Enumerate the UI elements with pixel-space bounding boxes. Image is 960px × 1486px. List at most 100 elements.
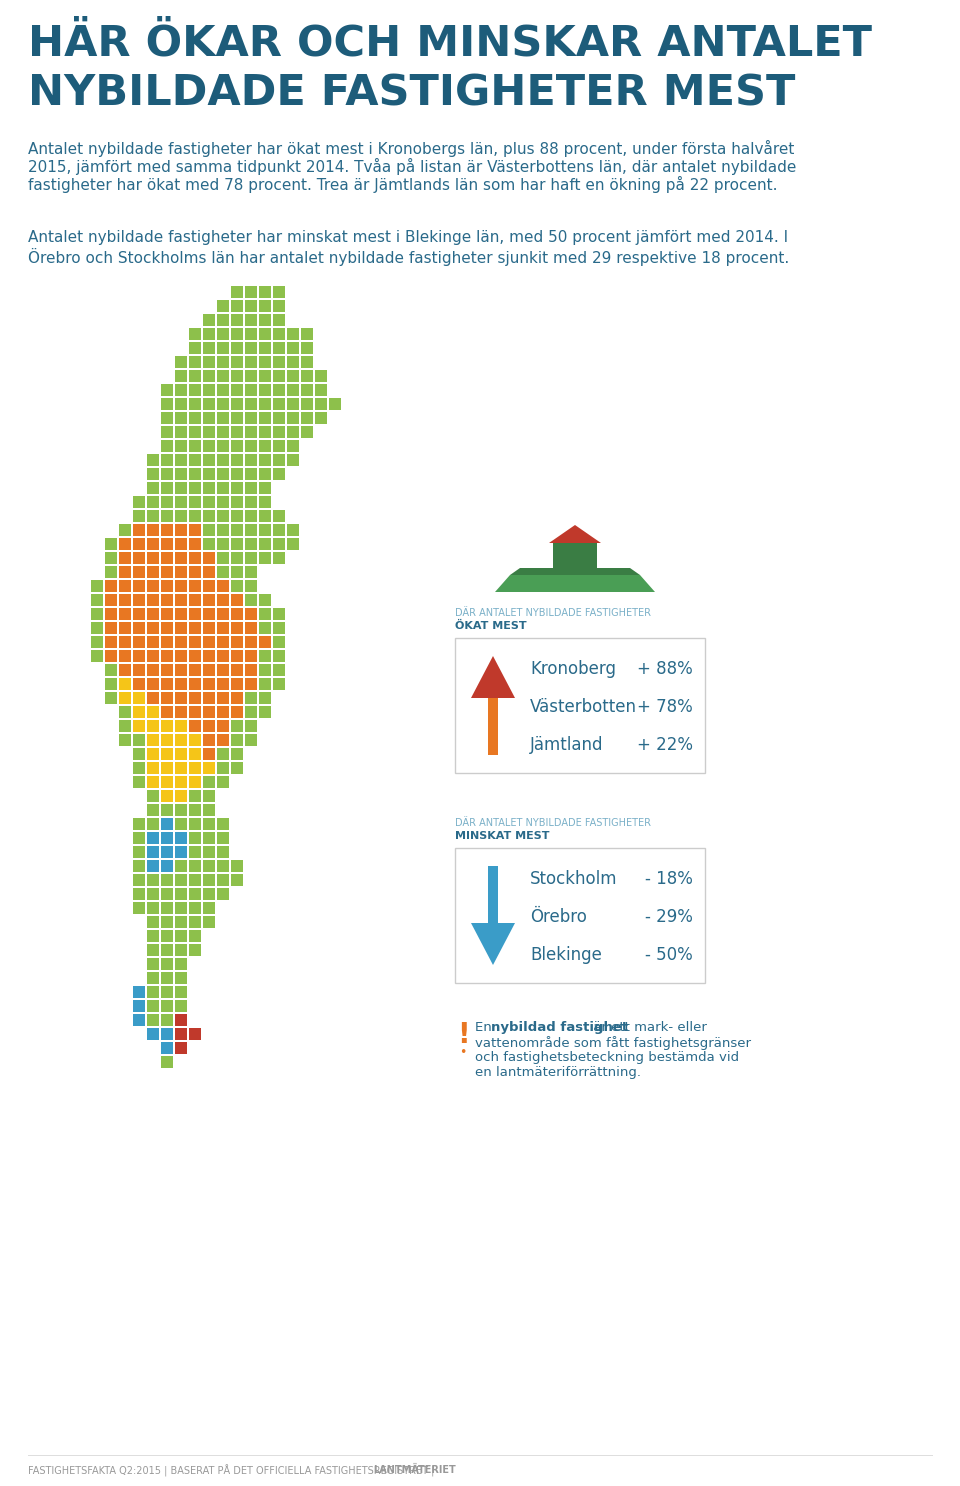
Bar <box>161 398 173 410</box>
Bar <box>203 762 215 774</box>
Bar <box>203 468 215 480</box>
Bar <box>133 623 145 635</box>
Text: •: • <box>459 1046 467 1060</box>
Bar <box>105 608 117 620</box>
Bar <box>189 874 201 886</box>
Bar <box>189 804 201 816</box>
Bar <box>133 874 145 886</box>
Bar <box>189 510 201 522</box>
Bar <box>175 915 187 927</box>
Bar <box>259 300 271 312</box>
Bar <box>105 580 117 591</box>
Bar <box>161 734 173 746</box>
Bar <box>231 874 243 886</box>
Bar <box>231 623 243 635</box>
Bar <box>287 412 299 424</box>
Bar <box>231 594 243 606</box>
Bar <box>217 874 229 886</box>
Bar <box>189 791 201 802</box>
Bar <box>175 608 187 620</box>
Bar <box>203 357 215 369</box>
Bar <box>147 1000 159 1012</box>
Bar <box>203 889 215 901</box>
Bar <box>175 398 187 410</box>
Bar <box>133 832 145 844</box>
Bar <box>147 664 159 676</box>
Bar <box>217 678 229 690</box>
Bar <box>301 370 313 382</box>
Bar <box>217 608 229 620</box>
Bar <box>175 468 187 480</box>
Bar <box>259 664 271 676</box>
Bar <box>217 580 229 591</box>
Bar <box>161 721 173 733</box>
Bar <box>161 496 173 508</box>
Bar <box>147 972 159 984</box>
Bar <box>147 594 159 606</box>
Bar <box>133 551 145 565</box>
Bar <box>245 342 257 354</box>
Bar <box>203 342 215 354</box>
Bar <box>231 455 243 467</box>
Bar <box>133 664 145 676</box>
Bar <box>175 832 187 844</box>
Bar <box>217 832 229 844</box>
Bar <box>105 566 117 578</box>
Bar <box>133 510 145 522</box>
Bar <box>217 706 229 718</box>
Bar <box>245 678 257 690</box>
Bar <box>553 542 597 568</box>
Bar <box>133 721 145 733</box>
Bar <box>189 342 201 354</box>
Bar <box>217 398 229 410</box>
Text: Örebro: Örebro <box>530 908 587 926</box>
Bar <box>273 678 285 690</box>
Bar <box>175 817 187 831</box>
Bar <box>273 608 285 620</box>
Bar <box>105 594 117 606</box>
Bar <box>133 525 145 536</box>
Bar <box>189 566 201 578</box>
Bar <box>105 678 117 690</box>
Bar <box>133 846 145 857</box>
Bar <box>161 706 173 718</box>
Bar <box>147 860 159 872</box>
Bar <box>231 426 243 438</box>
Bar <box>245 525 257 536</box>
Bar <box>133 496 145 508</box>
Bar <box>455 849 705 984</box>
Bar <box>175 566 187 578</box>
Text: Stockholm: Stockholm <box>530 869 617 889</box>
Bar <box>161 762 173 774</box>
Bar <box>245 510 257 522</box>
Bar <box>273 328 285 340</box>
Bar <box>273 468 285 480</box>
Bar <box>189 608 201 620</box>
Bar <box>273 357 285 369</box>
Bar <box>245 636 257 648</box>
Bar <box>231 357 243 369</box>
Bar <box>273 370 285 382</box>
Bar <box>189 496 201 508</box>
Bar <box>161 510 173 522</box>
Bar <box>175 678 187 690</box>
Bar <box>273 426 285 438</box>
Bar <box>203 551 215 565</box>
Bar <box>91 649 103 661</box>
Bar <box>273 342 285 354</box>
Bar <box>175 623 187 635</box>
Bar <box>259 383 271 395</box>
Bar <box>203 664 215 676</box>
Bar <box>175 510 187 522</box>
Text: En: En <box>475 1021 496 1034</box>
Bar <box>231 538 243 550</box>
Bar <box>203 496 215 508</box>
Bar <box>455 637 705 773</box>
Bar <box>189 1028 201 1040</box>
Bar <box>161 412 173 424</box>
Bar <box>175 481 187 493</box>
Bar <box>133 987 145 999</box>
Bar <box>161 426 173 438</box>
Bar <box>175 762 187 774</box>
Bar <box>133 817 145 831</box>
